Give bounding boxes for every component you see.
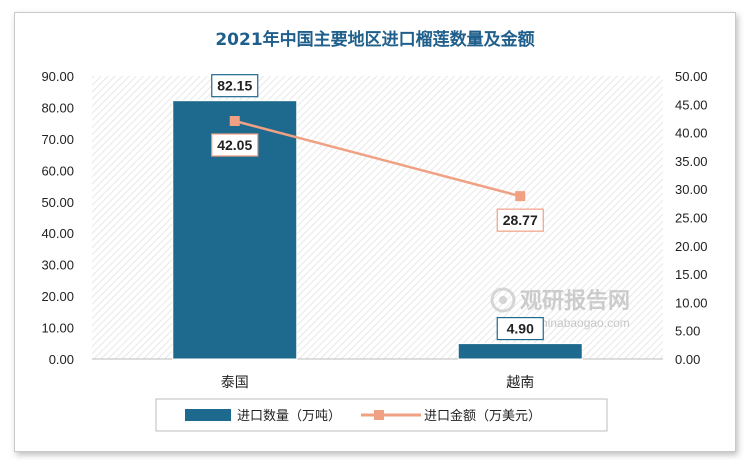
- series-line: [234, 119, 521, 198]
- right-tick-label: 45.00: [675, 97, 708, 112]
- bar-data-label-box: [211, 74, 259, 98]
- right-tick-label: 0.00: [675, 352, 700, 367]
- legend-bar-label: 进口数量（万吨）: [237, 409, 341, 424]
- right-tick-label: 50.00: [675, 69, 708, 84]
- left-axis-ticks: 0.00 10.00 20.00 30.00 40.00 50.00 60.00 70.00 8…: [41, 69, 74, 367]
- right-tick-label: 20.00: [675, 239, 708, 254]
- line-marker: [515, 191, 526, 202]
- right-tick-label: 5.00: [675, 324, 700, 339]
- bar-data-label: 82.15: [217, 78, 252, 94]
- left-tick-label: 50.00: [41, 195, 74, 210]
- category-label: 越南: [506, 375, 534, 391]
- left-tick-label: 20.00: [41, 289, 74, 304]
- legend-line-marker: [374, 410, 384, 420]
- line-marker: [229, 115, 240, 126]
- line-data-label: 42.05: [217, 137, 252, 153]
- bar-data-label: 4.90: [507, 321, 534, 337]
- category-labels: 泰国 越南: [221, 375, 535, 391]
- chart: 2021年中国主要地区进口榴莲数量及金额 0.00 10.00 20.00 30.00…: [41, 29, 708, 432]
- chart-title: 2021年中国主要地区进口榴莲数量及金额: [215, 29, 534, 50]
- left-tick-label: 80.00: [41, 100, 74, 115]
- right-tick-label: 30.00: [675, 182, 708, 197]
- left-tick-label: 90.00: [41, 69, 74, 84]
- chart-card: 2021年中国主要地区进口榴莲数量及金额 0.00 10.00 20.00 30.00…: [14, 12, 736, 452]
- watermark-name: 观研报告网: [520, 289, 630, 314]
- left-tick-label: 0.00: [49, 352, 74, 367]
- right-tick-label: 40.00: [675, 126, 708, 141]
- left-tick-label: 70.00: [41, 132, 74, 147]
- left-tick-label: 30.00: [41, 258, 74, 273]
- line-data-label: 28.77: [503, 212, 538, 228]
- legend-item-line: 进口金额（万美元）: [361, 408, 541, 424]
- watermark-url: chinabaogao.com: [535, 316, 630, 330]
- left-tick-label: 10.00: [41, 321, 74, 336]
- right-tick-label: 25.00: [675, 211, 708, 226]
- legend-item-bar: 进口数量（万吨）: [185, 409, 341, 424]
- right-axis-ticks: 0.00 5.00 10.00 15.00 20.00 25.00 30.00 35.00 40…: [675, 69, 708, 367]
- right-tick-label: 15.00: [675, 267, 708, 282]
- right-tick-label: 35.00: [675, 154, 708, 169]
- left-tick-label: 60.00: [41, 163, 74, 178]
- line-data-label-box: [496, 208, 544, 232]
- left-tick-label: 40.00: [41, 226, 74, 241]
- watermark-logo-icon: [490, 287, 516, 313]
- bar: [457, 343, 583, 360]
- bar-data-label-box: [496, 316, 544, 341]
- watermark: 观研报告网 chinabaogao.com: [490, 287, 630, 330]
- category-label: 泰国: [221, 375, 249, 391]
- legend-bar-swatch: [185, 409, 231, 421]
- right-tick-label: 10.00: [675, 295, 708, 310]
- data-labels: 82.15 4.90 42.05 28.77: [211, 74, 544, 341]
- legend-line-label: 进口金额（万美元）: [424, 408, 541, 424]
- line-data-label-box: [211, 133, 259, 157]
- line-series: [229, 115, 526, 202]
